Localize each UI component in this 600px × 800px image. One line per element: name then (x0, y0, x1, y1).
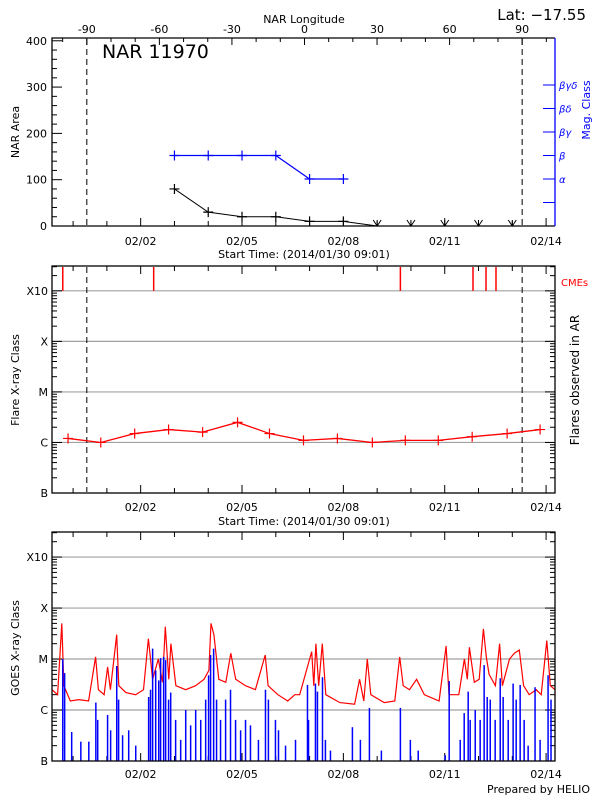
region-title: NAR 11970 (102, 41, 209, 63)
x-tick-label: 02/14 (530, 235, 562, 248)
mag-class-axis-title: Mag. Class (580, 80, 593, 139)
mag-class-point (338, 174, 349, 184)
flare-point (400, 435, 411, 446)
cme-label: CMEs (561, 278, 588, 289)
y-tick-label: X10 (26, 285, 48, 298)
mag-class-tick-label: α (559, 175, 566, 186)
longitude-tick-label: 60 (443, 23, 457, 36)
longitude-tick-label: 0 (301, 23, 308, 36)
y-tick-label: C (40, 704, 48, 717)
flare-point (63, 433, 74, 444)
flare-point (95, 437, 106, 448)
area-zero-marker (507, 219, 517, 227)
area-zero-marker (474, 219, 483, 227)
plot-frame (51, 37, 555, 227)
flare-point (232, 417, 243, 428)
flare-point (467, 431, 478, 442)
area-zero-marker (406, 219, 416, 227)
flare-point (264, 428, 275, 439)
area-point (203, 207, 214, 218)
mag-class-point (237, 150, 248, 161)
x-tick-label: 02/08 (328, 768, 360, 781)
y-tick-label: M (39, 386, 49, 399)
x-tick-label: 02/02 (125, 235, 157, 248)
latitude-label: Lat: −17.55 (497, 6, 586, 24)
mag-class-point (203, 150, 214, 161)
area-axis-title: NAR Area (9, 106, 22, 158)
plot-frame (51, 265, 556, 494)
area-point (169, 183, 180, 194)
x-tick-label: 02/05 (226, 235, 258, 248)
x-tick-label: 02/11 (429, 501, 461, 514)
x-tick-label: 02/11 (429, 768, 461, 781)
flare-point (163, 424, 174, 435)
x-tick-label: 02/14 (530, 768, 562, 781)
goes-long-line (51, 623, 556, 705)
panel-flare-class: B C M X X10 02/02 02/05 02/08 02/11 02/14 (26, 265, 562, 514)
y-tick-label: 300 (26, 81, 47, 94)
mag-class-point (169, 150, 180, 161)
panel2-x-axis-title: Start Time: (2014/01/30 09:01) (218, 515, 390, 528)
flare-class-axis-title: Flare X-ray Class (9, 334, 22, 426)
area-zero-marker (440, 219, 450, 227)
y-tick-label: B (40, 487, 48, 500)
area-point (270, 211, 281, 222)
x-tick-label: 02/11 (429, 235, 461, 248)
panel1-x-axis-title: Start Time: (2014/01/30 09:01) (218, 248, 390, 261)
panel-goes-xray: B C M X X10 02/02 02/05 02/08 02/11 02/14 (26, 531, 562, 781)
flare-point (197, 427, 208, 438)
flare-point (502, 428, 513, 439)
y-tick-label: X10 (26, 551, 48, 564)
mag-class-tick-label: βδ (558, 105, 572, 116)
x-tick-label: 02/05 (226, 501, 258, 514)
y-tick-label: C (40, 436, 48, 449)
flare-point (129, 428, 140, 439)
mag-class-point (270, 150, 281, 161)
flare-point (332, 433, 343, 444)
y-tick-label: 0 (40, 220, 47, 233)
x-tick-label: 02/02 (125, 768, 157, 781)
mag-class-line (174, 154, 344, 180)
x-tick-label: 02/14 (530, 501, 562, 514)
goes-class-axis-title: GOES X-ray Class (9, 600, 22, 696)
y-tick-label: X (40, 602, 48, 615)
flare-point (433, 435, 444, 446)
mag-class-tick-label: βγδ (558, 81, 577, 92)
x-tick-label: 02/08 (328, 235, 360, 248)
flare-point (367, 437, 378, 448)
longitude-tick-label: -60 (150, 23, 168, 36)
x-tick-label: 02/05 (226, 768, 258, 781)
longitude-tick-label: 90 (515, 23, 529, 36)
y-tick-label: 400 (26, 35, 47, 48)
longitude-axis-title: NAR Longitude (263, 13, 345, 26)
y-tick-label: X (40, 335, 48, 348)
plot-frame (51, 531, 556, 762)
longitude-tick-label: 30 (370, 23, 384, 36)
longitude-tick-label: -90 (78, 23, 96, 36)
area-point (338, 216, 349, 227)
area-point (237, 211, 248, 222)
x-tick-label: 02/08 (328, 501, 360, 514)
y-tick-label: 200 (26, 127, 47, 140)
y-tick-label: 100 (26, 174, 47, 187)
flare-point (298, 435, 309, 446)
panel-nar-area: 0 100 200 300 400 α β βγ βδ βγδ -90 -60 -30 0 30 60 90 02… (26, 23, 577, 248)
mag-class-tick-label: β (558, 152, 566, 163)
area-point (304, 216, 315, 227)
x-tick-label: 02/02 (125, 501, 157, 514)
longitude-tick-label: -30 (223, 23, 241, 36)
y-tick-label: M (39, 653, 49, 666)
mag-class-tick-label: βγ (558, 128, 572, 139)
area-zero-marker (372, 219, 382, 227)
flares-observed-axis-title: Flares observed in AR (568, 315, 582, 445)
footer-credit: Prepared by HELIO (487, 783, 590, 796)
mag-class-point (304, 174, 315, 184)
flare-point (535, 424, 546, 435)
y-tick-label: B (40, 755, 48, 768)
